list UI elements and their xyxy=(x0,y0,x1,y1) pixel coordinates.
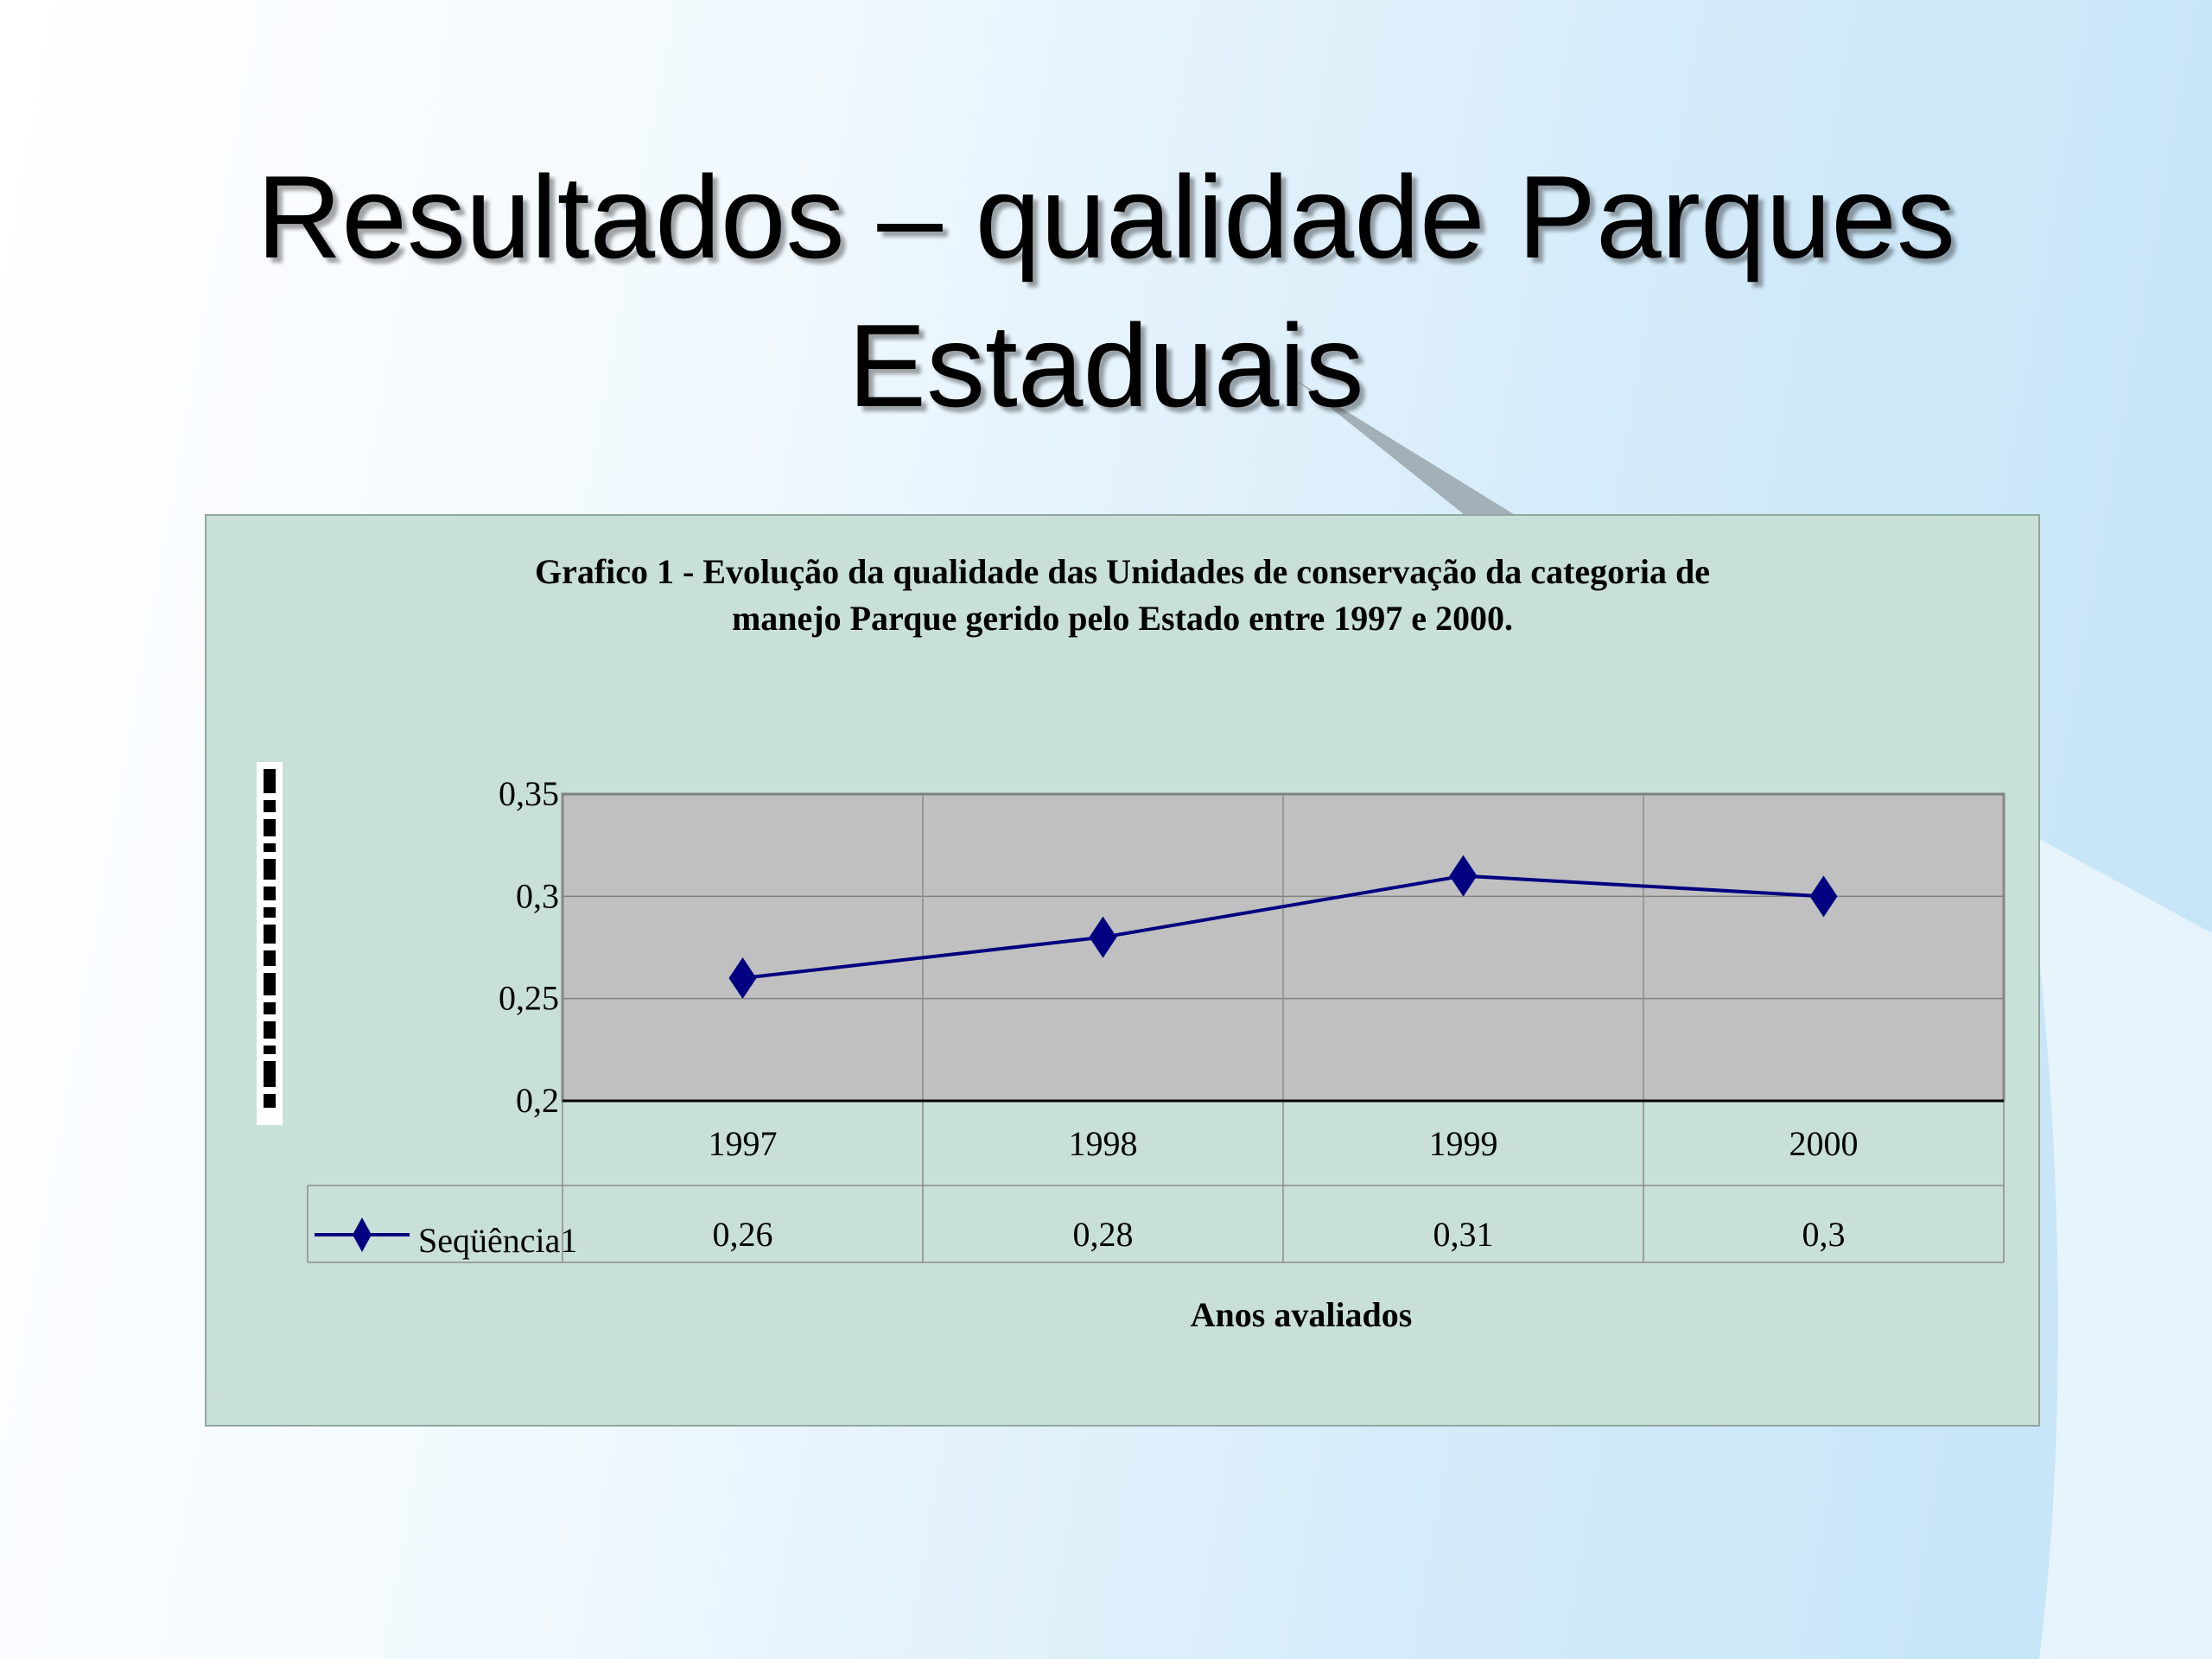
line-chart: 0,35 0,3 0,25 0,2 1997 1998 1999 2000 0,26 0,28 0,… xyxy=(307,774,2005,1334)
y-axis-label-mark xyxy=(264,907,276,918)
x-category-label: 1999 xyxy=(1429,1124,1498,1163)
y-axis-label-mark xyxy=(264,887,276,900)
y-axis-label-mark xyxy=(264,1094,276,1108)
data-point-marker xyxy=(1809,875,1838,918)
y-axis-label-mark xyxy=(264,1061,276,1087)
slide-title-line-2: Estaduais xyxy=(848,300,1364,431)
y-axis-label-mark xyxy=(264,973,276,995)
y-axis-label-mark xyxy=(264,843,276,852)
chart-title: Grafico 1 - Evolução da qualidade das Un… xyxy=(466,549,1779,642)
y-tick-label: 0,2 xyxy=(516,1081,559,1120)
y-axis-label-mark xyxy=(264,1021,276,1039)
series-line xyxy=(742,874,1824,980)
slide-title-line-1: Resultados – qualidade Parques xyxy=(257,151,1955,283)
x-category-label: 1998 xyxy=(1069,1124,1138,1163)
data-table-value: 0,28 xyxy=(1073,1215,1134,1254)
legend-marker-diamond xyxy=(353,1217,372,1252)
chart-title-line-2: manejo Parque gerido pelo Estado entre 1… xyxy=(731,599,1513,638)
y-axis-label-mark xyxy=(264,769,276,793)
x-category-label: 2000 xyxy=(1789,1124,1859,1163)
y-tick-label: 0,25 xyxy=(499,979,559,1018)
data-table-value: 0,26 xyxy=(713,1215,773,1254)
y-tick-label: 0,35 xyxy=(499,774,559,813)
y-axis-label-mark xyxy=(264,1046,276,1054)
y-axis-label-mark xyxy=(264,859,276,880)
data-table-value: 0,3 xyxy=(1802,1215,1846,1254)
y-axis-label-strip xyxy=(257,762,283,1125)
y-axis-label-mark xyxy=(264,800,276,812)
slide-title: Resultados – qualidade Parques Estaduais xyxy=(86,143,2126,440)
chart-panel: Grafico 1 - Evolução da qualidade das Un… xyxy=(205,514,2040,1427)
legend-label: Seqüência1 xyxy=(418,1221,577,1260)
y-axis-label-mark xyxy=(264,950,276,966)
chart-title-line-1: Grafico 1 - Evolução da qualidade das Un… xyxy=(534,552,1711,591)
x-category-label: 1997 xyxy=(709,1124,778,1163)
y-axis-label-mark xyxy=(264,819,276,836)
data-point-marker xyxy=(1089,916,1117,958)
data-table-value: 0,31 xyxy=(1433,1215,1494,1254)
x-axis-title: Anos avaliados xyxy=(1191,1295,1413,1334)
y-axis-label-mark xyxy=(264,925,276,944)
data-point-marker xyxy=(1449,855,1478,897)
y-tick-label: 0,3 xyxy=(516,876,559,915)
y-axis-label-mark xyxy=(264,1002,276,1014)
data-point-marker xyxy=(728,957,757,999)
